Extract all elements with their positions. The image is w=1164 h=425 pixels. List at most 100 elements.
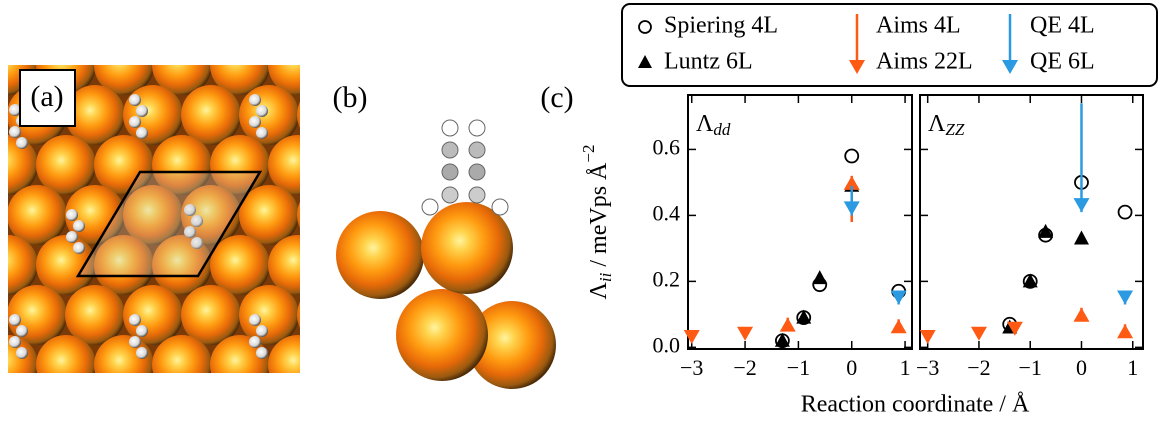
hydrogen	[311, 242, 323, 254]
molecule-atom	[492, 199, 508, 215]
atom	[355, 385, 415, 425]
y-label-part: Λ	[586, 281, 612, 299]
marker-circle	[845, 150, 858, 163]
atom	[123, 0, 183, 45]
atom	[239, 0, 299, 45]
hydrogen	[304, 231, 316, 243]
x-tick-label: 0	[1076, 355, 1087, 380]
arrow-head	[891, 319, 907, 333]
arrow-head	[737, 327, 753, 341]
hydrogen	[256, 127, 268, 139]
arrow-head	[1073, 308, 1089, 322]
cluster-render	[336, 120, 556, 389]
hydrogen	[129, 94, 141, 106]
arrow-head	[1117, 290, 1133, 304]
x-tick-label: −1	[1019, 355, 1042, 380]
molecule-atom	[469, 142, 485, 158]
hydrogen	[66, 231, 78, 243]
atom	[326, 335, 386, 395]
atom	[210, 335, 270, 395]
hydrogen	[311, 220, 323, 232]
panel-label: (b)	[333, 81, 368, 114]
atom	[355, 0, 415, 45]
title-symbol: Λ	[696, 111, 714, 137]
hydrogen	[136, 105, 148, 117]
atom	[65, 385, 125, 425]
atom	[239, 85, 299, 145]
atom	[396, 289, 488, 381]
atom	[0, 185, 9, 245]
y-tick-label: 0.6	[653, 134, 681, 159]
atom	[239, 285, 299, 345]
x-tick-label: −2	[967, 355, 990, 380]
y-tick-label: 0.0	[653, 332, 681, 357]
atom	[94, 335, 154, 395]
arrow-head	[844, 201, 860, 215]
atom	[36, 335, 96, 395]
hydrogen	[136, 347, 148, 359]
atom	[297, 385, 357, 425]
hydrogen	[249, 94, 261, 106]
hydrogen	[73, 220, 85, 232]
x-tick-label: 0	[846, 355, 857, 380]
legend-label: QE 6L	[1030, 49, 1095, 75]
atom	[0, 85, 9, 145]
panel-title: Λdd	[696, 111, 731, 139]
atom	[0, 285, 9, 345]
arrow-head	[1117, 324, 1133, 338]
molecule-atom	[469, 187, 485, 203]
molecule-atom	[469, 164, 485, 180]
y-axis-label: Λii / meVps Å−2	[579, 145, 615, 300]
hydrogen	[136, 325, 148, 337]
atom	[268, 35, 328, 95]
panel-label: (a)	[30, 80, 63, 113]
atom	[421, 202, 513, 294]
atom	[326, 135, 386, 195]
atom	[65, 0, 125, 45]
x-tick-label: −1	[787, 355, 810, 380]
x-tick-label: −3	[916, 355, 939, 380]
atom	[181, 285, 241, 345]
atom	[0, 385, 9, 425]
atom	[268, 135, 328, 195]
marker-triangle	[1074, 230, 1089, 244]
page: (a) (b) (c) −3−2−1010.00.20.40.6ΛddΛii /…	[0, 0, 1164, 425]
atom	[7, 385, 67, 425]
title-symbol: Λ	[928, 111, 946, 137]
hydrogen	[136, 127, 148, 139]
hydrogen	[73, 242, 85, 254]
x-tick-label: 1	[900, 355, 911, 380]
atom	[152, 335, 212, 395]
arrow-head	[1073, 198, 1089, 212]
legend-marker	[639, 21, 651, 33]
arrow-head	[780, 318, 796, 332]
atom	[181, 0, 241, 45]
atom	[210, 235, 270, 295]
hydrogen	[256, 325, 268, 337]
arrow-head	[891, 290, 907, 304]
hydrogen	[304, 209, 316, 221]
figure: (a) (b) (c) −3−2−1010.00.20.40.6ΛddΛii /…	[0, 0, 1164, 425]
atom	[94, 35, 154, 95]
title-subscript: ZZ	[945, 120, 964, 139]
atom	[36, 135, 96, 195]
legend-label: Aims 22L	[876, 49, 973, 75]
atom	[181, 85, 241, 145]
atom	[7, 185, 67, 245]
hydrogen	[249, 314, 261, 326]
hydrogen	[249, 336, 261, 348]
title-subscript: dd	[713, 120, 731, 139]
molecule-atom	[442, 187, 458, 203]
molecule-atom	[422, 199, 438, 215]
legend-label: Spiering 4L	[664, 13, 778, 39]
marker-triangle	[812, 270, 827, 284]
atom	[65, 285, 125, 345]
molecule-atom	[442, 120, 458, 136]
x-tick-label: 1	[1127, 355, 1138, 380]
hydrogen	[16, 347, 28, 359]
atom	[297, 285, 357, 345]
legend-label: QE 4L	[1030, 13, 1095, 39]
legend-label: Luntz 6L	[664, 49, 753, 75]
arrow-head	[920, 330, 936, 344]
y-label-part: / meVps Å	[586, 162, 612, 273]
